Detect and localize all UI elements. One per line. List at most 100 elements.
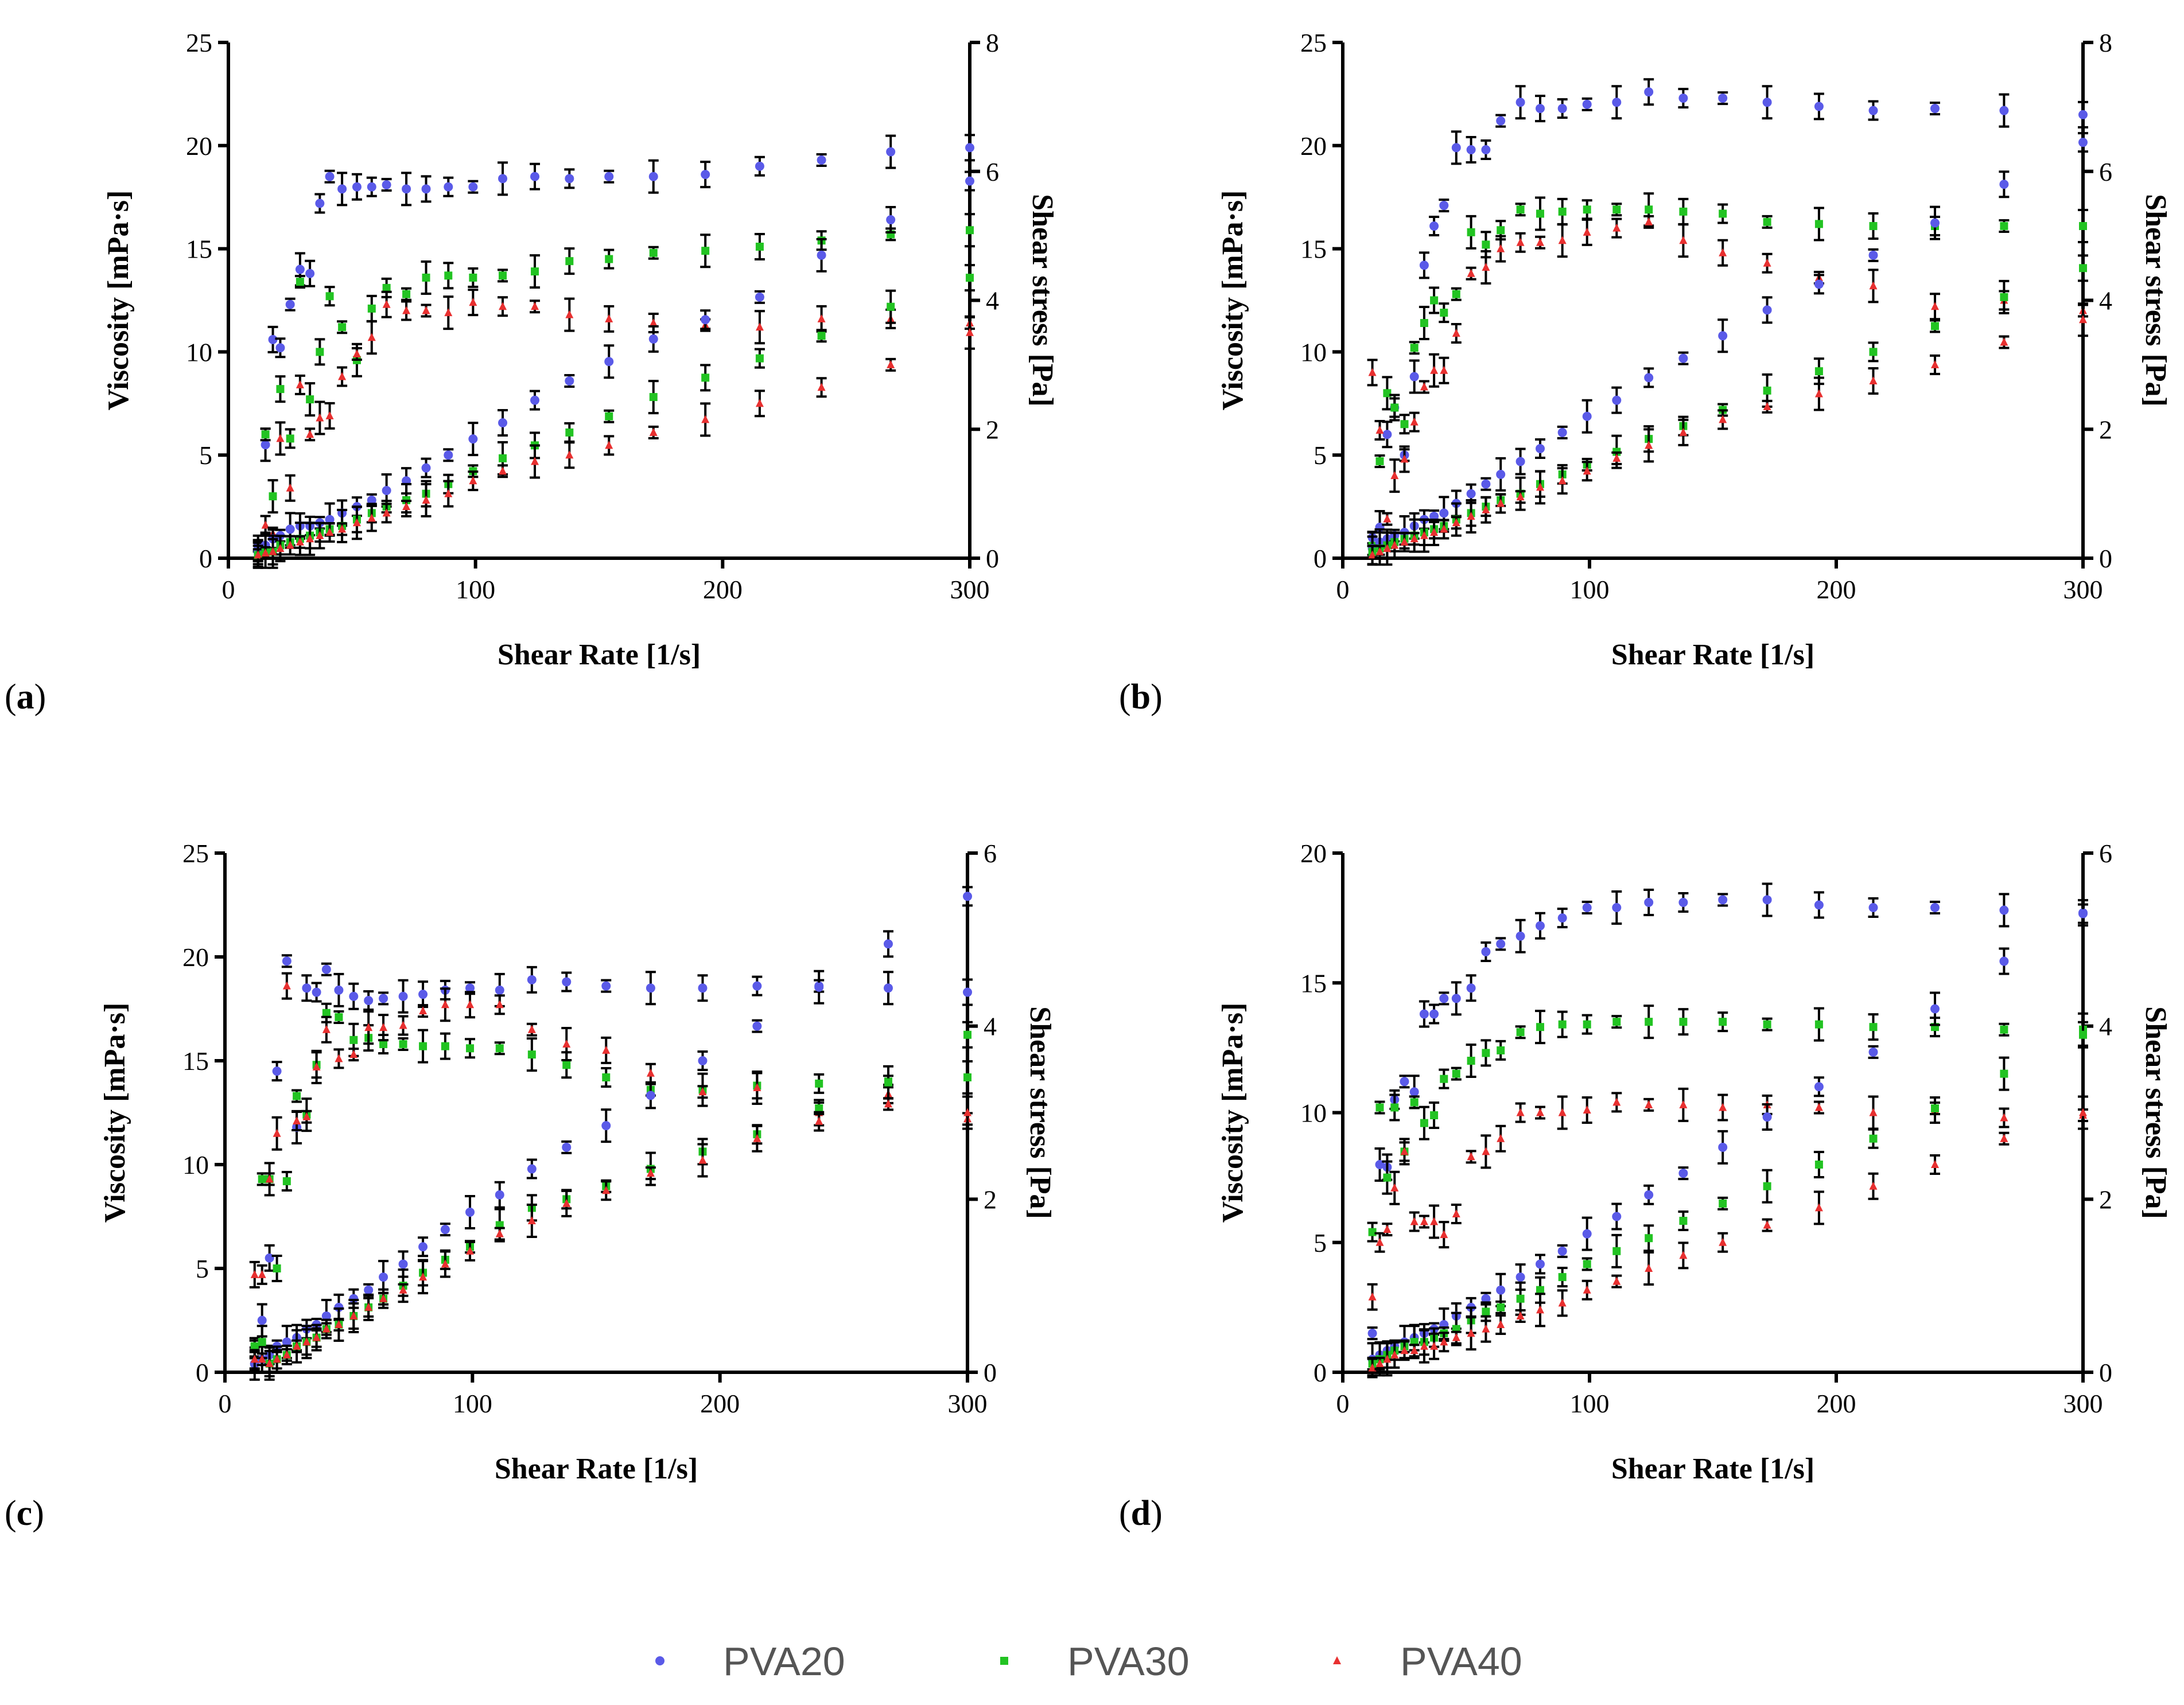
data-point	[334, 985, 344, 995]
data-point	[1536, 209, 1544, 218]
y-tick-label-left: 25	[182, 839, 209, 868]
data-point	[335, 1013, 343, 1021]
data-point	[2000, 1134, 2008, 1142]
y-tick-label-left: 5	[1313, 1228, 1327, 1258]
data-point	[1536, 1259, 1545, 1269]
x-axis-title: Shear Rate [1/s]	[1611, 639, 1814, 671]
data-point	[1536, 482, 1544, 491]
data-point	[755, 399, 764, 407]
data-point	[316, 348, 324, 356]
panel-label: (c)	[5, 1494, 44, 1533]
data-point	[1931, 360, 1939, 368]
data-point	[966, 328, 974, 336]
data-point	[1367, 1329, 1377, 1338]
data-point	[325, 515, 335, 524]
data-point	[884, 1078, 892, 1087]
data-point	[531, 457, 539, 465]
data-point	[965, 143, 974, 153]
data-point	[601, 981, 611, 991]
data-point	[752, 1021, 762, 1031]
data-point	[701, 315, 710, 325]
data-point	[258, 1338, 266, 1346]
data-point	[1582, 903, 1592, 913]
series-pva30	[252, 213, 975, 563]
data-point	[1612, 1247, 1621, 1255]
data-point	[1383, 389, 1392, 398]
data-point	[1420, 1217, 1428, 1225]
data-point	[352, 349, 361, 357]
y-axis-title-right: Shear stress [Pa]	[1026, 194, 1059, 407]
data-point	[1678, 353, 1688, 363]
data-point	[815, 1104, 823, 1112]
data-point	[1999, 106, 2009, 115]
data-point	[1762, 305, 1772, 315]
data-point	[2079, 264, 2087, 273]
data-point	[261, 548, 270, 557]
data-point	[1516, 1311, 1525, 1319]
data-point	[527, 1216, 536, 1225]
x-tick-label: 200	[1817, 1389, 1856, 1418]
data-point	[250, 1354, 259, 1363]
data-point	[1536, 1108, 1544, 1116]
data-point	[1515, 1272, 1525, 1282]
data-point	[1409, 1087, 1419, 1097]
data-point	[1762, 1112, 1772, 1122]
data-point	[352, 182, 362, 192]
data-point	[649, 248, 658, 257]
data-point	[444, 182, 453, 192]
data-point	[527, 1025, 536, 1033]
data-point	[1719, 209, 1727, 218]
data-point	[649, 393, 658, 402]
data-point	[531, 302, 539, 310]
data-point	[1419, 260, 1429, 270]
data-point	[698, 1155, 707, 1164]
data-point	[495, 1229, 504, 1237]
data-point	[1869, 348, 1878, 356]
data-point	[1678, 897, 1688, 907]
data-point	[269, 547, 277, 555]
data-point	[286, 483, 294, 492]
data-point	[1497, 1134, 1505, 1142]
data-point	[1451, 994, 1461, 1003]
data-point	[444, 489, 453, 497]
data-point	[1440, 365, 1448, 374]
data-point	[282, 1177, 291, 1185]
data-point	[1482, 262, 1490, 271]
data-point	[498, 418, 508, 428]
data-point	[1582, 99, 1592, 109]
data-point	[349, 1036, 358, 1044]
data-point	[1558, 476, 1567, 485]
data-point	[1497, 226, 1505, 235]
data-point	[605, 314, 613, 322]
y-tick-label-right: 8	[986, 28, 999, 57]
data-point	[1516, 1294, 1525, 1303]
data-point	[379, 1023, 388, 1031]
data-point	[1390, 1103, 1399, 1112]
data-point	[465, 983, 475, 993]
data-point	[321, 964, 331, 974]
data-point	[698, 1056, 708, 1065]
data-point	[1429, 221, 1439, 231]
data-point	[646, 1169, 655, 1177]
x-tick-label: 0	[1336, 1389, 1350, 1418]
data-point	[379, 1294, 388, 1302]
x-tick-label: 300	[2063, 575, 2103, 604]
data-point	[605, 441, 613, 449]
data-point	[1482, 1324, 1490, 1333]
data-point	[1497, 1046, 1505, 1054]
data-point	[646, 983, 655, 993]
x-axis-title: Shear Rate [1/s]	[1611, 1453, 1814, 1485]
data-point	[1557, 427, 1567, 437]
data-point	[1719, 415, 1727, 423]
data-point	[1558, 207, 1567, 216]
series-pva20	[1367, 78, 2088, 545]
data-point	[285, 299, 295, 309]
data-point	[495, 985, 504, 995]
data-point	[1679, 1217, 1688, 1225]
data-point	[602, 1073, 611, 1081]
data-point	[1644, 87, 1654, 97]
data-point	[562, 1040, 571, 1048]
data-point	[963, 892, 972, 901]
data-point	[382, 486, 391, 496]
series-pva20	[249, 954, 973, 1371]
